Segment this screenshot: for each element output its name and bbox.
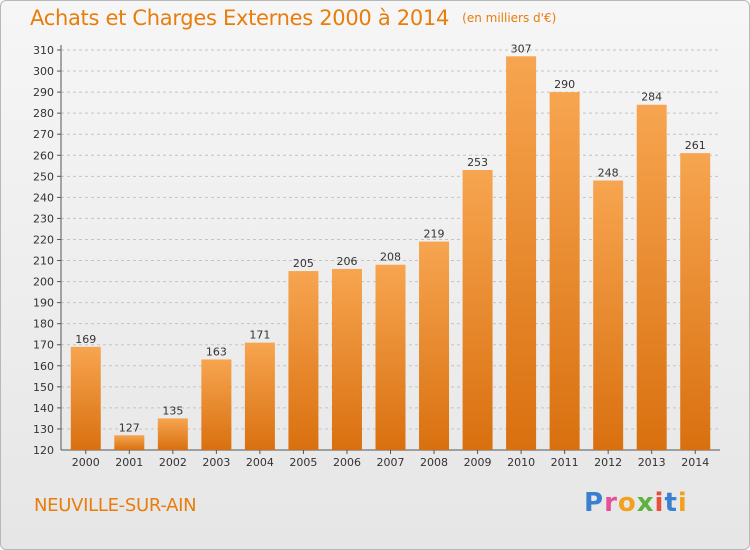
- logo-letter: i: [654, 488, 665, 518]
- y-tick-label: 170: [33, 339, 54, 352]
- y-tick-label: 120: [33, 444, 54, 457]
- bar-value-label: 206: [336, 255, 357, 268]
- bar-value-label: 169: [75, 333, 96, 346]
- logo-letter: P: [584, 488, 605, 518]
- bar: [549, 92, 580, 451]
- y-tick-label: 290: [33, 86, 54, 99]
- logo-letter: t: [664, 488, 678, 518]
- bar-value-label: 208: [380, 251, 401, 264]
- chart-title: Achats et Charges Externes 2000 à 2014 (…: [30, 6, 556, 30]
- logo-letter: o: [617, 488, 637, 518]
- bar-value-label: 219: [424, 228, 445, 241]
- x-tick-label: 2001: [115, 456, 143, 469]
- bar-value-label: 284: [641, 91, 662, 104]
- x-tick-label: 2002: [159, 456, 187, 469]
- bar: [157, 418, 188, 450]
- grid-lines: [61, 49, 720, 430]
- y-tick-label: 240: [33, 191, 54, 204]
- x-tick-label: 2011: [551, 456, 579, 469]
- y-tick-label: 300: [33, 65, 54, 78]
- logo-letter: r: [604, 488, 618, 518]
- bar: [593, 180, 624, 451]
- x-tick-label: 2014: [681, 456, 709, 469]
- chart-title-text: Achats et Charges Externes 2000 à 2014: [30, 6, 450, 30]
- y-tick-label: 140: [33, 402, 54, 415]
- bar: [288, 271, 319, 450]
- logo-letter: x: [636, 488, 655, 518]
- bar-value-label: 163: [206, 345, 227, 358]
- y-tick-label: 130: [33, 423, 54, 436]
- x-tick-label: 2006: [333, 456, 361, 469]
- bar: [680, 153, 711, 450]
- x-tick-label: 2007: [377, 456, 405, 469]
- y-tick-label: 310: [33, 44, 54, 57]
- y-tick-label: 260: [33, 149, 54, 162]
- bar: [636, 104, 667, 450]
- bar-value-label: 127: [119, 421, 140, 434]
- bar: [244, 342, 275, 450]
- x-tick-label: 2012: [594, 456, 622, 469]
- y-tick-label: 220: [33, 233, 54, 246]
- chart-unit-text: (en milliers d'€): [462, 11, 557, 25]
- x-tick-label: 2013: [638, 456, 666, 469]
- bar-value-label: 290: [554, 78, 575, 91]
- labels: 130 140 150 160 170 180 190 200 210 220 230 240 250 2…: [33, 42, 709, 469]
- x-tick-label: 2004: [246, 456, 274, 469]
- bar-value-label: 171: [249, 329, 270, 342]
- bar: [375, 264, 406, 450]
- y-tick-label: 210: [33, 255, 54, 268]
- bar: [419, 241, 450, 450]
- bar: [201, 359, 232, 450]
- x-tick-label: 2009: [464, 456, 492, 469]
- x-tick-label: 2005: [289, 456, 317, 469]
- bar: [70, 346, 101, 450]
- location-label: NEUVILLE-SUR-AIN: [34, 495, 197, 516]
- bar: [331, 268, 362, 450]
- bar: [114, 435, 145, 450]
- bar: [462, 170, 493, 450]
- x-tick-label: 2003: [202, 456, 230, 469]
- y-tick-label: 250: [33, 170, 54, 183]
- x-tick-label: 2010: [507, 456, 535, 469]
- y-tick-label: 160: [33, 360, 54, 373]
- proxiti-logo[interactable]: Proxiti: [584, 488, 688, 518]
- bar-value-label: 261: [685, 139, 706, 152]
- bar-value-label: 248: [598, 167, 619, 180]
- x-tick-label: 2008: [420, 456, 448, 469]
- y-tick-label: 190: [33, 297, 54, 310]
- bar-value-label: 135: [162, 404, 183, 417]
- bar-value-label: 307: [511, 42, 532, 55]
- y-tick-label: 280: [33, 107, 54, 120]
- bar: [506, 56, 537, 450]
- y-tick-label: 200: [33, 276, 54, 289]
- y-tick-label: 180: [33, 318, 54, 331]
- bars: [70, 56, 711, 451]
- logo-letter: i: [677, 488, 688, 518]
- y-tick-label: 230: [33, 212, 54, 225]
- bar-value-label: 253: [467, 156, 488, 169]
- y-tick-label: 150: [33, 381, 54, 394]
- x-tick-label: 2000: [72, 456, 100, 469]
- bar-value-label: 205: [293, 257, 314, 270]
- y-tick-label: 270: [33, 128, 54, 141]
